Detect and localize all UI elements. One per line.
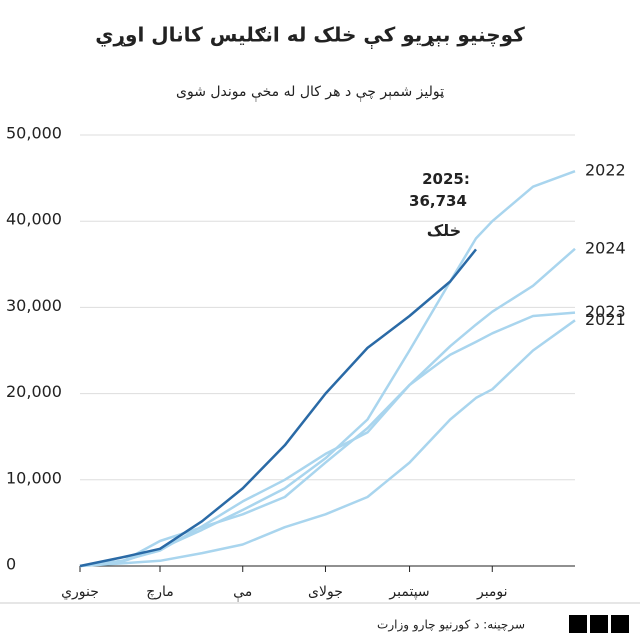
x-tick-label: مارچ	[146, 584, 174, 600]
annotation-value: 36,734	[409, 192, 467, 210]
chart-title: کوچنیو بېړیو کې خلک له انګلیس کانال اوړي	[95, 23, 525, 50]
series-label: 2021	[585, 310, 626, 329]
line-series	[79, 247, 576, 568]
y-tick-label: 10,000	[6, 468, 62, 487]
annotation-note: خلک	[427, 221, 461, 240]
y-tick-label: 50,000	[6, 124, 62, 143]
annotation-year: 2025:	[422, 170, 470, 188]
y-tick-label: 40,000	[6, 210, 62, 229]
line-series	[79, 319, 576, 568]
logo	[569, 615, 629, 633]
series-label: 2023	[585, 302, 626, 321]
y-tick-label: 30,000	[6, 296, 62, 315]
series-label: 2024	[585, 238, 626, 257]
x-tick-label: جولای	[308, 584, 343, 600]
line-series	[79, 311, 576, 568]
y-tick-label: 0	[6, 555, 16, 574]
chart-subtitle: ټولیز شمېر چې د هر کال له مخې موندل شوی	[176, 84, 444, 102]
y-tick-label: 20,000	[6, 382, 62, 401]
series-label: 2022	[585, 161, 626, 180]
x-tick-label: مې	[233, 584, 252, 602]
x-tick-label: سپتمبر	[388, 584, 429, 600]
line-series	[79, 248, 477, 568]
line-series	[79, 170, 576, 568]
x-tick-label: نومبر	[476, 584, 508, 600]
x-tick-label: جنوري	[61, 584, 99, 600]
source: سرچینه: د کورنیو چارو وزارت	[377, 618, 525, 633]
